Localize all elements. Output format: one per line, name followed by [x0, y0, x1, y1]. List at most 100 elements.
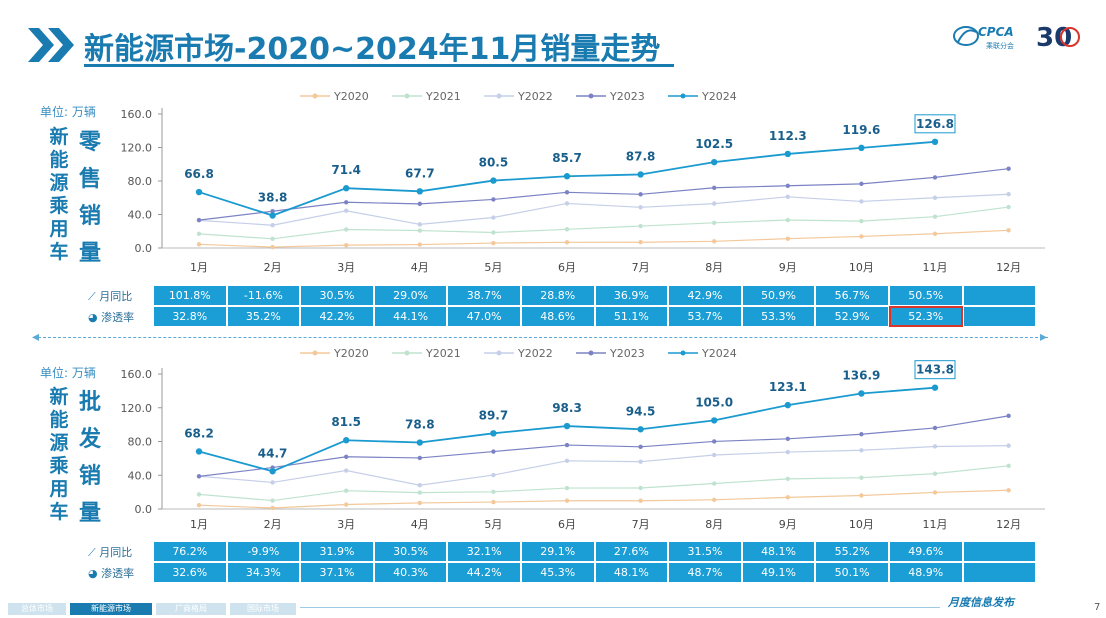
y-tick-label: 160.0: [121, 368, 153, 381]
row-label-pen: ◕ 渗透率: [88, 307, 152, 326]
data-point-y2024: [490, 430, 497, 437]
table-cell: 48.9%: [889, 563, 962, 582]
data-label: 136.9: [842, 368, 880, 382]
data-point-y2023: [712, 185, 717, 190]
data-point-y2023: [712, 439, 717, 444]
data-point-y2022: [564, 458, 570, 464]
table-row-yoy: ⟋ 月同比 76.2% -9.9% 31.9% 30.5% 32.1% 29.1% 27.6%…: [88, 542, 1036, 561]
footer-line: [300, 607, 940, 608]
table-cell: 48.1%: [595, 563, 668, 582]
data-point-y2020: [785, 495, 790, 500]
data-point-y2024: [563, 422, 571, 430]
data-point-y2021: [1006, 204, 1011, 210]
table-cell: 38.7%: [448, 286, 520, 305]
table-cell: 53.7%: [669, 307, 741, 326]
data-point-y2024: [637, 426, 644, 433]
data-point-y2020: [1006, 228, 1011, 233]
table-cell: 35.2%: [227, 307, 300, 326]
table-cell: 51.1%: [595, 307, 668, 326]
side-label-retail: 新能源乘用车: [49, 126, 69, 263]
footer-tab-nev[interactable]: 新能源市场: [70, 603, 152, 615]
data-label: 80.5: [479, 156, 509, 170]
data-point-y2022: [712, 201, 717, 206]
table-cell: 36.9%: [595, 286, 668, 305]
legend-label-y2022: Y2022: [517, 90, 553, 103]
data-label: 87.8: [626, 149, 656, 163]
data-label: 78.8: [405, 418, 435, 432]
data-point-y2020: [638, 240, 643, 245]
legend-label-y2024: Y2024: [701, 347, 737, 360]
retail-stats-table: ⟋ 月同比 101.8% -11.6% 30.5% 29.0% 38.7% 28.8% 36.…: [86, 284, 1037, 328]
data-label: 98.3: [552, 401, 582, 415]
data-point-y2022: [417, 483, 422, 488]
footer-tab-overall[interactable]: 总体市场: [8, 603, 66, 615]
data-point-y2024: [931, 384, 939, 391]
data-point-y2022: [785, 449, 790, 455]
legend-marker-y2020: [312, 350, 318, 356]
table-cell: 29.1%: [521, 542, 594, 561]
data-point-y2022: [344, 468, 349, 473]
table-cell: 29.0%: [374, 286, 447, 305]
row-label-text: 月同比: [99, 289, 133, 303]
table-cell: -11.6%: [227, 286, 300, 305]
data-label: 94.5: [626, 404, 656, 418]
data-label: 66.8: [184, 167, 214, 181]
table-cell: 30.5%: [301, 286, 373, 305]
data-point-y2021: [344, 227, 349, 232]
data-point-y2024: [195, 188, 203, 196]
wholesale-stats-table: ⟋ 月同比 76.2% -9.9% 31.9% 30.5% 32.1% 29.1% 27.6%…: [86, 540, 1037, 584]
x-tick-label: 12月: [996, 518, 1021, 531]
data-point-y2024: [637, 171, 644, 178]
row-label-text: 渗透率: [101, 566, 135, 580]
x-tick-label: 1月: [190, 518, 208, 531]
table-cell: 37.1%: [301, 563, 373, 582]
data-point-y2021: [932, 214, 938, 219]
data-point-y2023: [564, 442, 570, 448]
footer-tab-makers[interactable]: 厂商格局: [156, 603, 226, 615]
data-point-y2023: [859, 181, 864, 187]
table-cell: [963, 563, 1036, 582]
data-point-y2021: [1006, 463, 1011, 468]
data-label: 119.6: [842, 123, 880, 137]
data-point-y2024: [416, 188, 423, 195]
side-label-wholesale-2: 批发销量: [78, 390, 101, 526]
legend-marker-y2024: [680, 93, 686, 99]
table-cell: 32.8%: [154, 307, 226, 326]
data-point-y2021: [638, 485, 643, 491]
table-cell: 28.8%: [521, 286, 594, 305]
data-point-y2023: [270, 209, 275, 214]
data-point-y2020: [270, 505, 275, 511]
data-point-y2021: [564, 227, 570, 232]
data-label: 38.8: [258, 191, 288, 205]
title-bar: 新能源市场-2020~2024年11月销量走势 CPCA 乘联分会 30: [0, 0, 1106, 80]
table-cell: 27.6%: [595, 542, 668, 561]
cpca-logo: CPCA 乘联分会: [953, 25, 1014, 50]
data-point-y2024: [931, 138, 939, 146]
table-cell: 53.3%: [742, 307, 815, 326]
data-point-y2022: [1006, 192, 1011, 197]
data-point-y2020: [344, 502, 349, 507]
data-point-y2020: [785, 236, 790, 241]
x-tick-label: 5月: [484, 261, 502, 274]
side-label-retail-2: 零售销量: [78, 130, 101, 266]
data-point-y2024: [343, 437, 350, 444]
highlight-box: [914, 114, 956, 134]
data-point-y2020: [932, 231, 938, 236]
data-point-y2022: [712, 452, 717, 458]
data-point-y2020: [564, 240, 570, 245]
data-point-y2021: [859, 475, 864, 480]
footer-tab-intl[interactable]: 国际市场: [230, 603, 296, 615]
x-tick-label: 2月: [264, 518, 282, 531]
pie-chart-icon: ◕: [88, 310, 102, 324]
data-point-y2024: [269, 212, 276, 219]
legend-marker-y2022: [496, 93, 502, 99]
data-point-y2022: [564, 201, 570, 206]
x-tick-label: 4月: [411, 518, 429, 531]
data-point-y2022: [344, 208, 349, 213]
data-point-y2020: [638, 498, 643, 503]
table-cell: 101.8%: [154, 286, 226, 305]
y-tick-label: 0.0: [135, 242, 153, 255]
table-cell: 50.9%: [742, 286, 815, 305]
arrow-left-icon: ◂: [32, 329, 40, 345]
data-point-y2022: [638, 205, 643, 210]
